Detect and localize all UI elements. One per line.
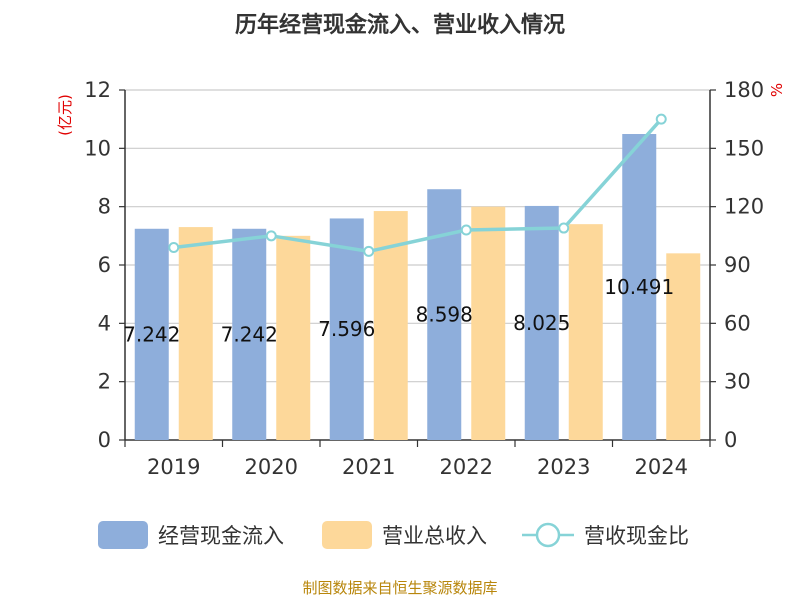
y-left-tick-label: 10 — [84, 136, 111, 160]
bar-revenue — [178, 227, 213, 440]
x-tick-label: 2021 — [342, 455, 395, 479]
ratio-point — [460, 224, 472, 236]
y-left-tick-label: 4 — [98, 311, 111, 335]
bar-cash-inflow — [622, 134, 657, 440]
source-note: 制图数据来自恒生聚源数据库 — [302, 579, 497, 597]
legend-label-ratio: 营收现金比 — [584, 524, 689, 548]
x-tick-label: 2020 — [245, 455, 298, 479]
bar-cash-inflow — [329, 218, 364, 440]
bar-value-label: 8.025 — [513, 311, 570, 335]
y-left-tick-label: 2 — [98, 370, 111, 394]
legend-marker-ratio — [535, 522, 561, 548]
bar-revenue — [666, 253, 701, 440]
bar-revenue — [276, 235, 311, 440]
x-tick-label: 2019 — [147, 455, 200, 479]
y-left-unit: (亿元) — [56, 94, 74, 136]
ratio-point — [655, 113, 667, 125]
y-right-tick-label: 0 — [724, 428, 737, 452]
y-right-tick-label: 120 — [724, 195, 764, 219]
bar-value-label: 10.491 — [604, 275, 674, 299]
legend-label-revenue: 营业总收入 — [382, 524, 487, 548]
y-left-tick-label: 6 — [98, 253, 111, 277]
legend-swatch-revenue — [322, 521, 372, 549]
gridlines — [125, 89, 710, 383]
bar-cash-inflow — [134, 228, 169, 440]
y-right-tick-label: 90 — [724, 253, 751, 277]
bar-value-label: 7.596 — [318, 317, 375, 341]
bar-cash-inflow — [524, 205, 559, 440]
bar-value-label: 8.598 — [416, 303, 473, 327]
ratio-point — [363, 245, 375, 257]
bar-revenue — [471, 206, 506, 440]
legend: 经营现金流入 营业总收入 营收现金比 — [98, 521, 689, 549]
ratio-line — [168, 113, 667, 257]
bar-value-label: 7.242 — [221, 322, 278, 346]
legend-label-cash-inflow: 经营现金流入 — [158, 524, 284, 548]
chart-title: 历年经营现金流入、营业收入情况 — [235, 12, 565, 38]
x-tick-label: 2024 — [635, 455, 688, 479]
y-right-tick-label: 150 — [724, 136, 764, 160]
y-left-tick-label: 8 — [98, 195, 111, 219]
bar-revenue — [568, 224, 603, 440]
legend-swatch-cash-inflow — [98, 521, 148, 549]
x-tick-label: 2023 — [537, 455, 590, 479]
y-left-tick-label: 12 — [84, 78, 111, 102]
y-right-tick-label: 30 — [724, 370, 751, 394]
ratio-point — [265, 230, 277, 242]
y-right-tick-label: 180 — [724, 78, 764, 102]
bars — [134, 134, 701, 440]
ratio-line-path — [173, 117, 663, 254]
ratio-point — [558, 222, 570, 234]
bar-cash-inflow — [232, 228, 267, 440]
bar-labels: 7.242 7.242 7.596 8.598 8.025 10.491 — [123, 275, 674, 346]
x-tick-label: 2022 — [440, 455, 493, 479]
y-right-tick-label: 60 — [724, 311, 751, 335]
y-right-unit: % — [768, 83, 786, 97]
bar-value-label: 7.242 — [123, 322, 180, 346]
ratio-point — [168, 242, 180, 253]
y-left-tick-label: 0 — [98, 428, 111, 452]
